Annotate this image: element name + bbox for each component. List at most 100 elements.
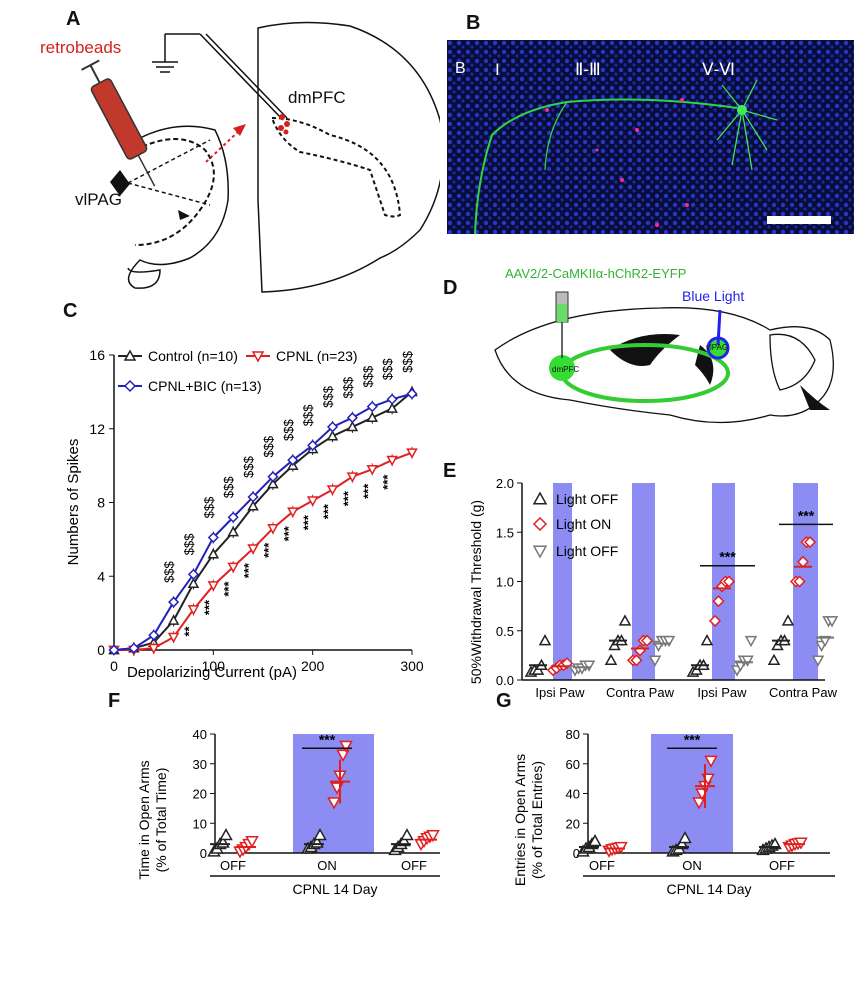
chart-f-ytick-label: 30 [193,757,207,772]
syringe-d-icon [555,291,569,358]
chart-c-dollar: $$$ [360,365,375,387]
sagittal-brain-outline [494,307,834,424]
chart-f-ytick-label: 20 [193,787,207,802]
chart-c-dollar: $$$ [400,350,415,372]
chart-c-ytick-label: 0 [97,642,105,658]
chart-g-xtick-label: OFF [769,858,795,873]
chart-e-point [662,635,676,648]
micrograph-image: B I Ⅱ-Ⅲ Ⅴ-Ⅵ [447,40,854,234]
chart-c-point [167,632,180,644]
chart-f-light-band [293,734,374,853]
chart-e-xtick-label: Contra Paw [606,685,675,700]
retrobeads-label: retrobeads [40,38,122,57]
injection-site [110,170,130,196]
chart-g-point [704,755,718,768]
chart-g-ytick-label: 80 [566,727,580,742]
chart-f-xtick-label: OFF [220,858,246,873]
chart-c-ylabel: Numbers of Spikes [65,439,82,566]
chart-c-point [108,644,120,656]
chart-c-point [227,562,239,574]
chart-e: 50%Withdrawal Threshold (g) 0.0 0.5 1.0 1.5… [468,476,839,700]
chart-c-star: *** [321,503,336,519]
chart-c-point [326,421,339,433]
chart-e-legend-marker [532,516,548,532]
vlpag-label-a: vlPAG [75,190,122,209]
chart-e-point [781,614,795,626]
chart-c-dollar: $$$ [221,476,236,498]
chart-c-dollar: $$$ [162,560,177,582]
chart-g-xtick-label: OFF [589,858,615,873]
chart-c-point [207,581,220,592]
retrograde-arrow [205,129,241,163]
chart-e-point [744,635,758,648]
chart-f-ylabel: Time in Open Arms(% of Total Time) [136,760,169,879]
chart-g-group-label: CPNL 14 Day [666,881,751,897]
chart-e-ytick-label: 1.5 [496,525,514,540]
chart-g-ytick-label: 60 [566,757,580,772]
chart-c-dollar: $$$ [380,358,395,380]
chart-e-legend-marker [532,545,548,559]
chart-f-point [327,797,341,810]
chart-c-ytick-label: 8 [97,495,105,511]
chart-c-point [247,500,259,511]
chart-c-point [307,439,319,451]
panel-label-f: F [108,690,121,712]
chart-c-xtick-label: 300 [400,658,424,674]
chart-g-light-band [651,734,733,853]
chart-c-xlabel: Depolarizing Current (pA) [127,664,297,680]
chart-e-light-band [553,483,572,680]
chart-e-point [767,653,781,666]
chart-e-xtick-label: Contra Paw [769,685,838,700]
chart-c-dollar: $$$ [321,385,336,407]
chart-f-point [219,828,233,841]
chart-c-dollar: $$$ [181,533,196,555]
chart-c-point [366,401,378,413]
chart-e-point [712,595,725,608]
chart-e-point [708,614,722,627]
chart-g-ytick-label: 20 [566,816,580,831]
chart-f-sig-stars: *** [319,731,336,747]
optic-fiber [716,309,722,346]
chart-e-point [604,653,618,666]
chart-e-legend-label: Light ON [556,516,611,532]
panel-label-a: A [66,8,81,30]
chart-c-dollar: $$$ [201,496,216,518]
chart-c-dollar: $$$ [301,404,316,426]
chart-c-point [346,412,358,424]
panel-label-c: C [63,300,78,322]
chart-c-xtick-label: 0 [110,658,118,674]
chart-c-point [207,531,219,544]
dmpfc-region [270,116,402,218]
chart-f-ytick-label: 0 [200,846,207,861]
chart-e-point [803,536,817,549]
chart-c: Numbers of Spikes Depolarizing Current (… [65,347,424,680]
chart-c-point [187,605,200,616]
chart-f-point [400,828,414,841]
chart-c-legend-marker [123,379,137,393]
chart-g-point [678,831,692,844]
chart-c-star: *** [201,599,216,615]
chart-c-point [187,568,200,580]
chart-c-legend-marker [251,351,265,363]
chart-f-ytick-label: 40 [193,727,207,742]
chart-c-point [366,411,379,423]
chart-e-point [825,616,839,628]
chart-e-xtick-label: Ipsi Paw [535,685,585,700]
dmpfc-injection-site [549,355,575,381]
chart-c-point [247,544,259,555]
chart-e-point [741,655,754,667]
scale-bar [767,216,831,224]
chart-c-legend-label: CPNL (n=23) [276,348,358,364]
chart-e-point [630,654,643,667]
chart-c-point [147,643,160,655]
blue-light-label: Blue Light [682,288,745,304]
chart-f-point [245,835,259,849]
virus-label: AAV2/2-CaMKIIα-hChR2-EYFP [505,266,687,281]
chart-c-xtick-label: 100 [202,658,226,674]
chart-c-ytick-label: 4 [97,568,105,584]
chart-g-ylabel: Entries in Open Arms(% of Total Entries) [512,754,545,886]
chart-c-star: *** [340,490,355,506]
chart-f-xtick-label: ON [317,858,337,873]
chart-c-legend-label: Control (n=10) [148,348,238,364]
